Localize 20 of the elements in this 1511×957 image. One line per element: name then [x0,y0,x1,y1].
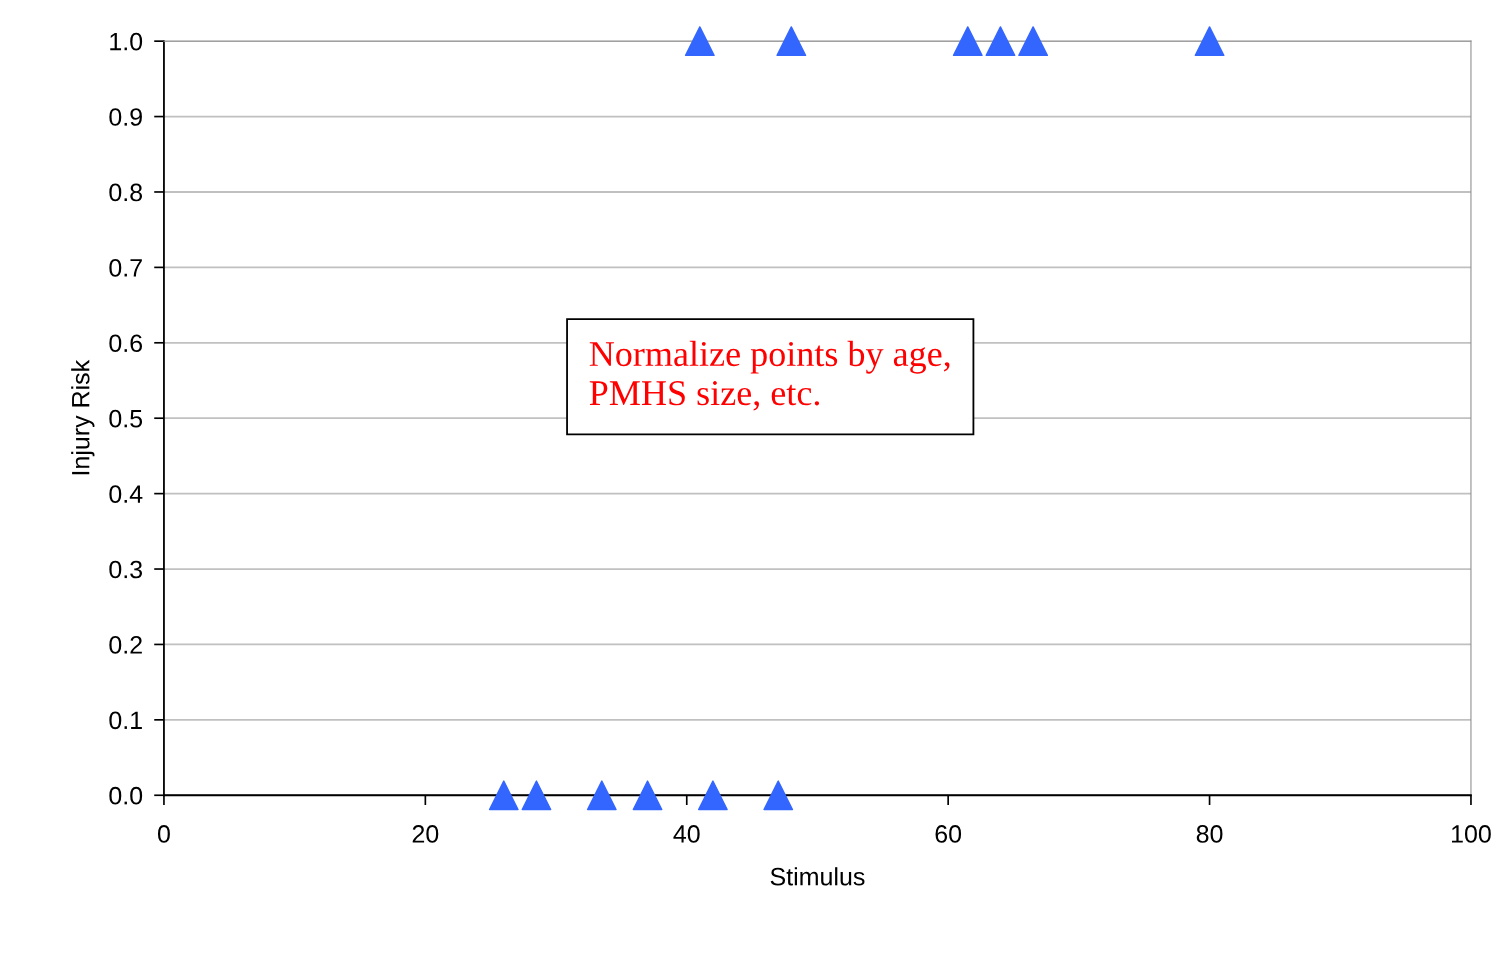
x-tick-label: 20 [412,825,439,843]
y-tick-label: 0.6 [109,334,143,353]
x-tick-label: 100 [1452,825,1491,843]
y-tick-label: 0.3 [109,560,143,579]
y-tick-label: 1.0 [110,32,143,51]
x-axis-title: Stimulus [770,867,865,886]
y-tick-label: 0.7 [109,258,142,277]
y-tick-label: 0.4 [109,485,143,503]
x-tick-label: 40 [673,825,700,843]
y-tick-label: 0.9 [109,108,142,126]
y-tick-label: 0.2 [109,636,142,654]
annotation: Normalize points by age, PMHS size, etc. [589,340,950,411]
y-axis-title: Injury Risk [71,359,95,475]
y-tick-label: 0.5 [109,409,143,428]
x-tick-label: 80 [1196,825,1223,843]
x-tick-label: 60 [935,825,962,843]
x-tick-label: 0 [157,825,170,843]
y-tick-label: 0.0 [109,786,143,805]
y-tick-label: 0.8 [109,183,143,202]
y-tick-label: 0.1 [109,711,142,730]
